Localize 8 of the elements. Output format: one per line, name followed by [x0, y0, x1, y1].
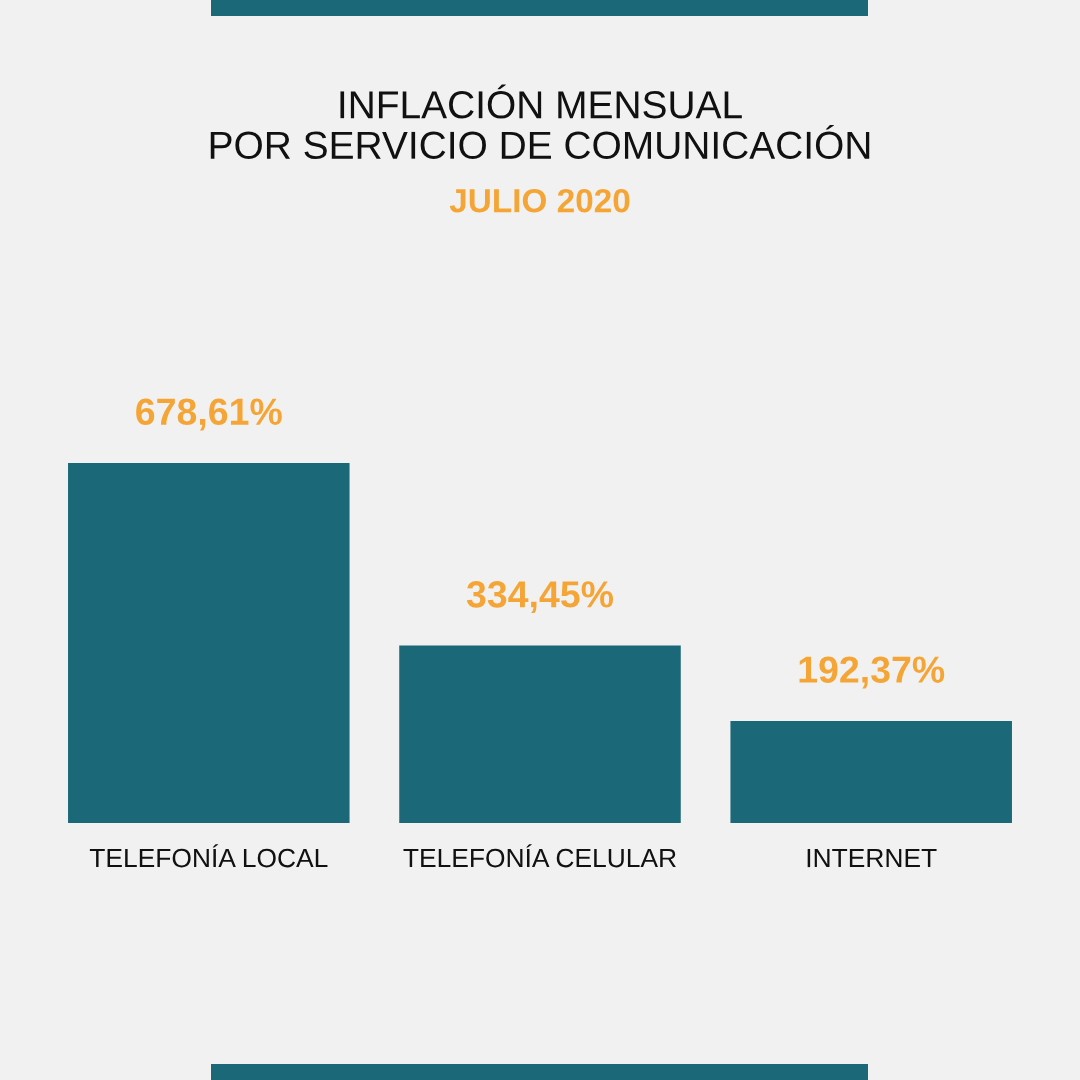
x-tick-label: TELEFONÍA LOCAL: [89, 844, 328, 868]
chart-title: INFLACIÓN MENSUAL POR SERVICIO DE COMUNICACIÓN: [210, 84, 870, 160]
data-label: 334,45%: [466, 581, 614, 614]
chart-subtitle: JULIO 2020: [449, 188, 630, 213]
data-label: 678,61%: [136, 398, 282, 431]
x-tick-label: TELEFONÍA CELULAR: [403, 844, 676, 868]
data-label: 192,37%: [799, 656, 945, 689]
x-tick-label: INTERNET: [807, 848, 937, 868]
